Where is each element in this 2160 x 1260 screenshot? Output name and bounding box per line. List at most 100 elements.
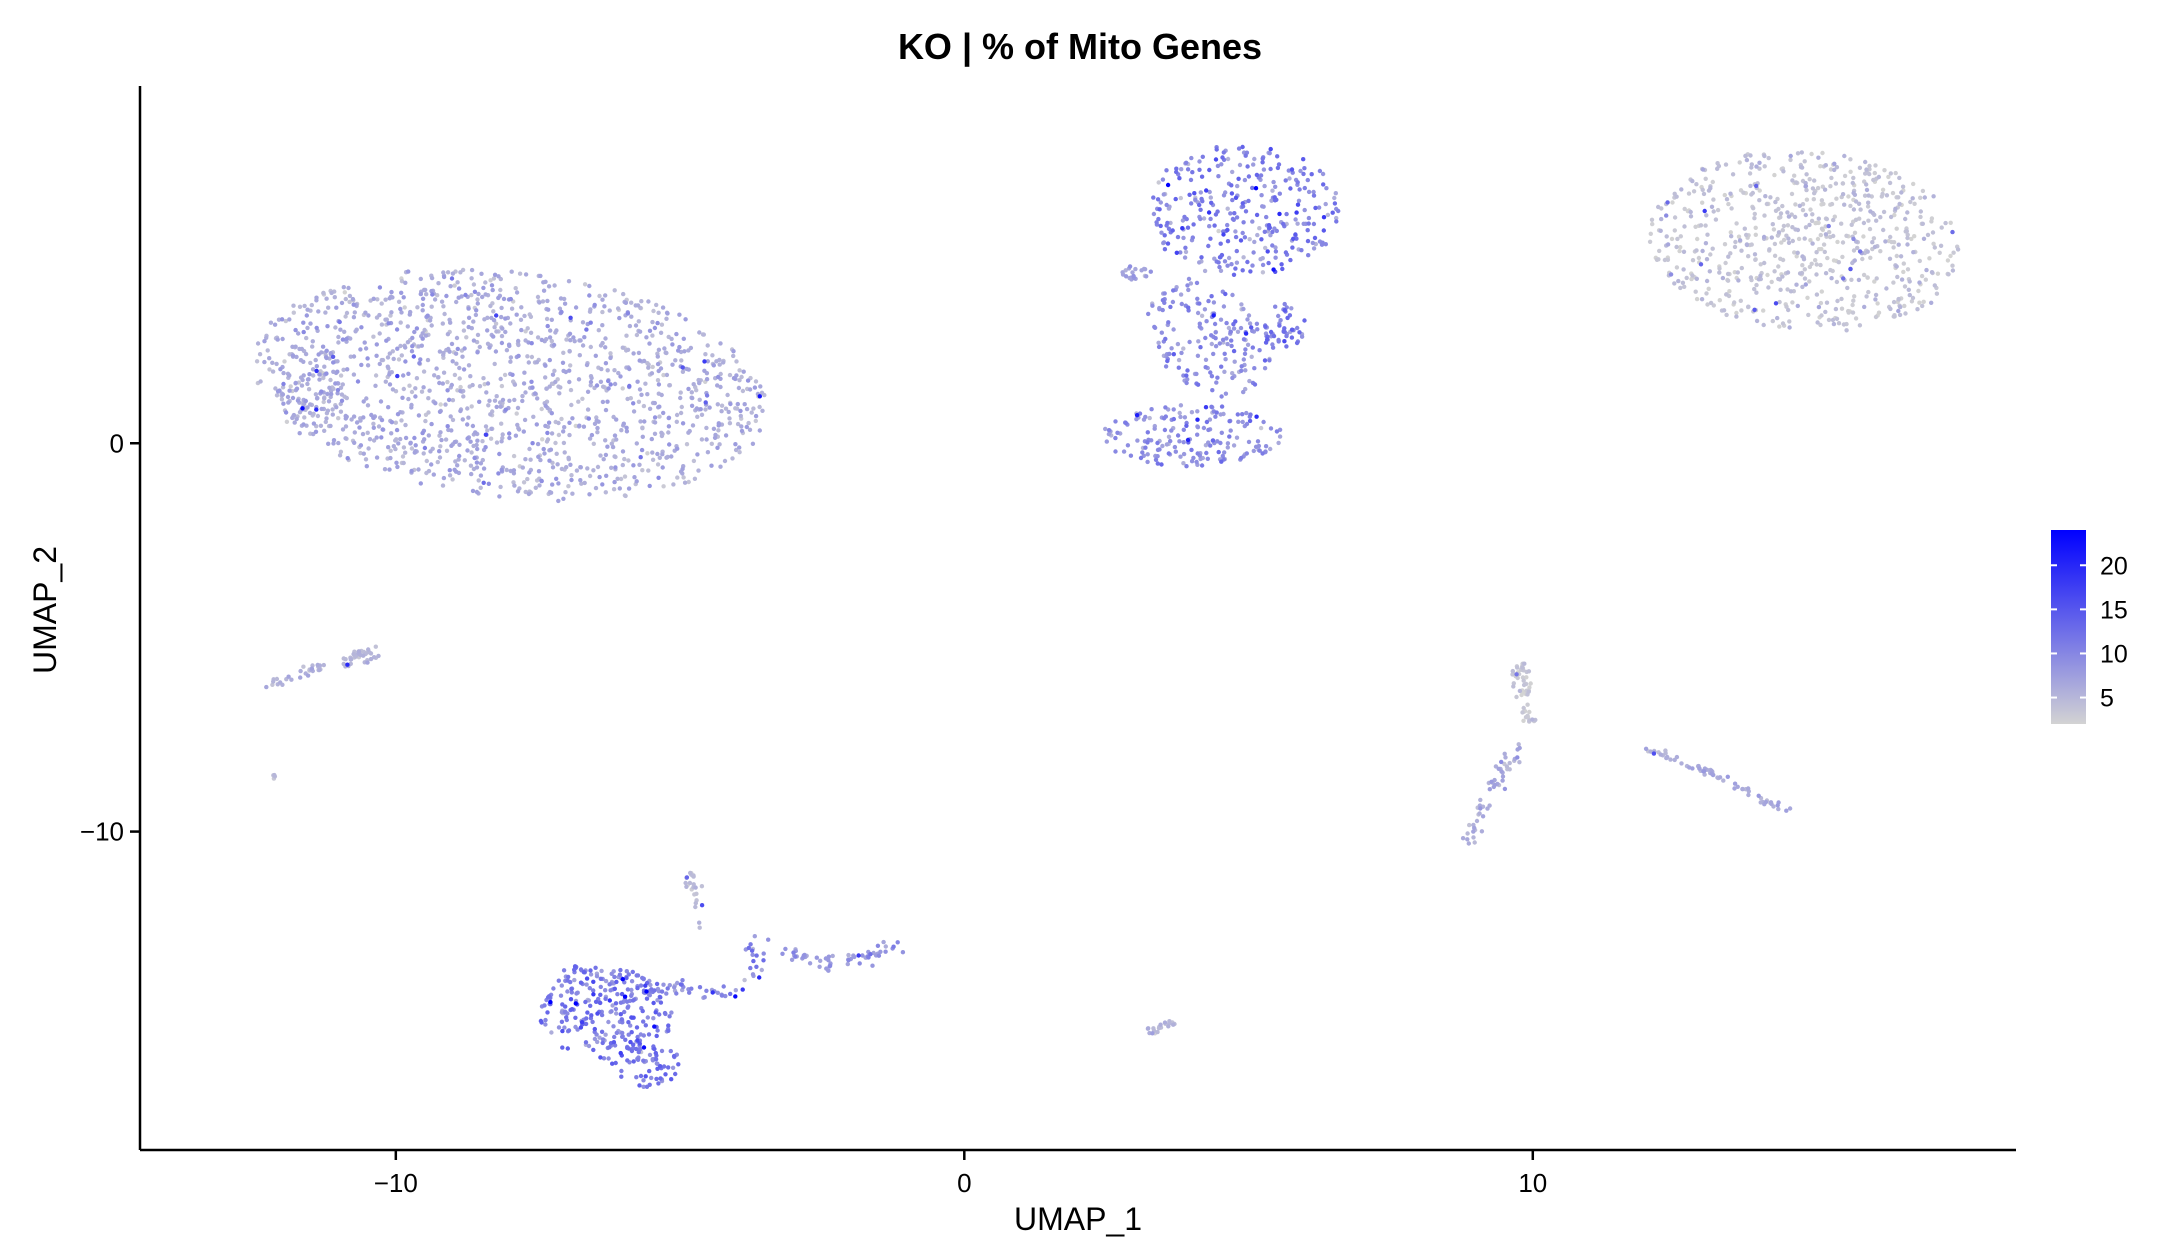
data-point: [618, 967, 623, 973]
data-point: [351, 651, 356, 657]
points-layer: [254, 144, 1961, 1090]
data-point: [587, 293, 592, 298]
data-point: [526, 360, 531, 365]
data-point: [543, 375, 548, 380]
data-point: [569, 402, 574, 408]
data-point: [669, 1077, 674, 1082]
data-point: [1228, 428, 1233, 433]
data-point: [447, 468, 452, 473]
data-point: [1283, 178, 1288, 183]
data-point: [1216, 260, 1221, 265]
data-point: [1778, 211, 1784, 216]
data-point: [1866, 193, 1871, 198]
data-point: [449, 382, 454, 388]
data-point: [1824, 300, 1830, 305]
data-point: [560, 360, 566, 365]
data-point: [515, 422, 520, 428]
data-point: [620, 345, 625, 350]
data-point: [1911, 250, 1916, 255]
data-point: [603, 361, 609, 366]
data-point: [703, 407, 708, 412]
data-point: [313, 357, 318, 363]
data-point: [458, 408, 463, 414]
data-point: [1943, 220, 1948, 226]
data-point: [654, 1076, 659, 1082]
data-point: [1955, 247, 1961, 252]
data-point: [1143, 414, 1148, 420]
data-point: [694, 891, 699, 896]
data-point: [437, 449, 442, 454]
data-point: [377, 361, 382, 367]
data-point: [1721, 308, 1727, 313]
data-point: [285, 394, 291, 400]
data-point: [499, 383, 505, 389]
data-point: [1920, 303, 1925, 309]
data-point: [637, 358, 642, 363]
data-point: [341, 285, 346, 290]
data-point: [330, 407, 335, 412]
data-point: [1260, 204, 1265, 209]
data-point: [1833, 181, 1839, 186]
data-point: [473, 312, 479, 318]
data-point: [618, 1012, 623, 1017]
data-point: [1165, 358, 1170, 364]
data-point: [564, 337, 569, 342]
data-point: [635, 379, 640, 384]
data-point: [1164, 202, 1169, 208]
data-point: [385, 364, 390, 369]
data-point: [1724, 197, 1730, 202]
data-point: [1704, 257, 1710, 262]
data-point: [1258, 425, 1264, 431]
data-point: [387, 372, 392, 377]
data-point: [444, 448, 450, 453]
data-point: [1187, 339, 1192, 345]
data-point: [1479, 829, 1485, 834]
data-point: [818, 958, 823, 963]
data-point: [1702, 772, 1707, 777]
data-point: [569, 1007, 575, 1012]
data-point: [1233, 266, 1238, 271]
data-point: [1230, 197, 1235, 203]
data-point: [492, 398, 498, 403]
data-point: [1802, 267, 1808, 272]
data-point: [657, 414, 662, 419]
data-point: [329, 290, 334, 296]
data-point: [1674, 754, 1680, 760]
data-point: [1207, 167, 1212, 173]
data-point: [1699, 297, 1705, 302]
data-point: [709, 441, 714, 446]
data-point: [395, 346, 400, 351]
data-point: [1736, 278, 1741, 283]
data-point: [1179, 350, 1184, 356]
data-point: [1305, 238, 1311, 244]
data-point: [870, 963, 875, 968]
data-point: [629, 987, 634, 993]
data-point: [1250, 185, 1255, 191]
data-point: [739, 428, 745, 434]
data-point: [1916, 288, 1921, 294]
data-point: [1752, 211, 1758, 217]
data-point: [412, 329, 417, 335]
data-point: [613, 465, 618, 470]
data-point: [1203, 365, 1208, 370]
data-point: [718, 341, 723, 346]
data-point: [1725, 774, 1731, 779]
data-point: [1515, 675, 1520, 681]
data-point: [1836, 321, 1842, 326]
data-point: [343, 436, 348, 441]
data-point: [1841, 276, 1846, 281]
data-point: [684, 875, 690, 880]
data-point: [314, 295, 319, 300]
data-point: [374, 342, 379, 347]
data-point: [423, 418, 428, 424]
data-point: [1831, 233, 1836, 239]
data-point: [1155, 440, 1160, 446]
data-point: [1150, 1031, 1155, 1036]
data-point: [739, 374, 744, 380]
data-point: [1888, 214, 1894, 220]
data-point: [516, 353, 521, 359]
data-point: [647, 341, 652, 346]
data-point: [1888, 234, 1893, 240]
data-point: [450, 359, 455, 364]
data-point: [600, 323, 605, 328]
